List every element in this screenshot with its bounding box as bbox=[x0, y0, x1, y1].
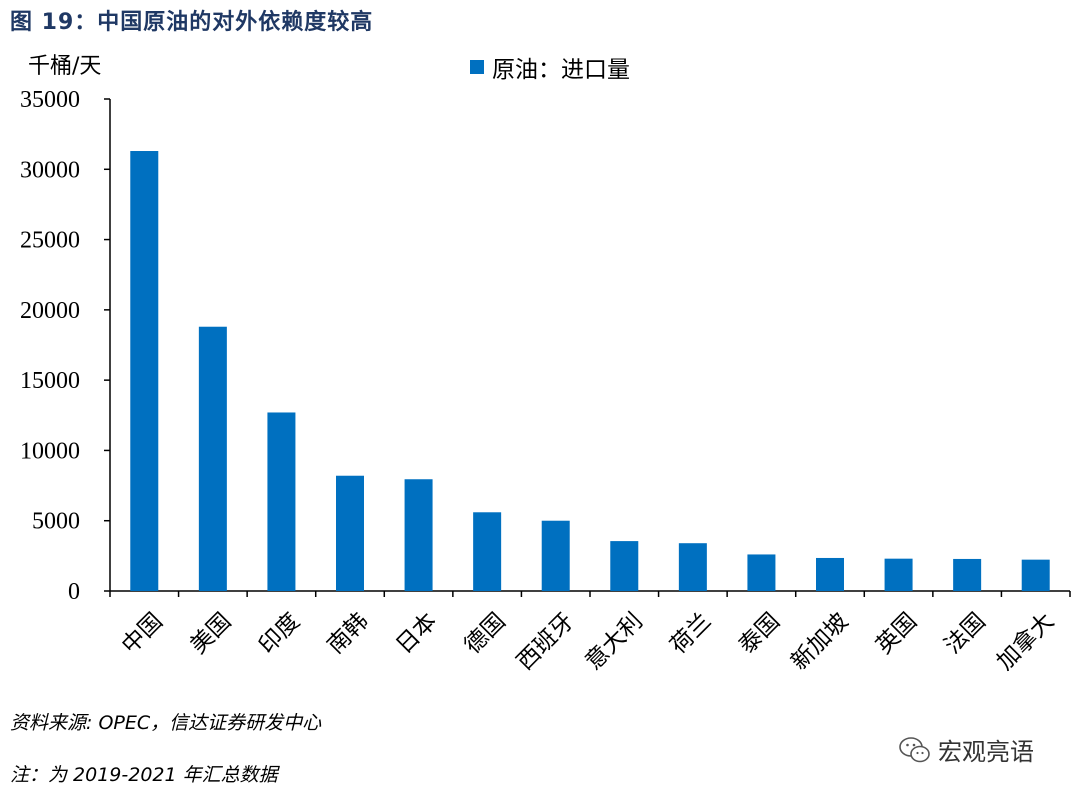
category-label: 新加坡 bbox=[786, 608, 853, 675]
category-label: 德国 bbox=[460, 608, 511, 659]
legend-swatch bbox=[470, 60, 484, 74]
watermark-text: 宏观亮语 bbox=[938, 738, 1034, 766]
category-label: 西班牙 bbox=[512, 608, 579, 675]
category-label: 加拿大 bbox=[991, 607, 1059, 675]
category-label: 法国 bbox=[940, 608, 991, 659]
figure-title: 图 19：中国原油的对外依赖度较高 bbox=[10, 10, 374, 35]
bar-7 bbox=[541, 520, 570, 591]
y-tick-label: 10000 bbox=[20, 438, 80, 464]
bar-5 bbox=[404, 479, 433, 591]
category-label: 美国 bbox=[186, 608, 237, 659]
bar-1 bbox=[130, 151, 159, 592]
chart-legend: 原油：进口量 bbox=[470, 50, 630, 84]
category-label: 荷兰 bbox=[666, 608, 717, 659]
watermark: 宏观亮语 bbox=[898, 732, 1034, 767]
category-label: 英国 bbox=[871, 608, 922, 659]
bar-13 bbox=[953, 558, 982, 591]
bar-4 bbox=[336, 475, 364, 591]
bar-14 bbox=[1021, 559, 1050, 591]
y-axis-unit-label: 千桶/天 bbox=[28, 54, 102, 79]
bar-2 bbox=[198, 326, 227, 591]
bar-3 bbox=[267, 412, 296, 591]
category-label: 南韩 bbox=[323, 608, 374, 659]
bar-8 bbox=[610, 541, 639, 591]
bar-10 bbox=[747, 554, 776, 591]
y-tick-label: 25000 bbox=[20, 228, 80, 254]
remark-note: 注：为 2019-2021 年汇总数据 bbox=[10, 764, 278, 786]
legend-label: 原油：进口量 bbox=[492, 57, 630, 83]
category-label: 日本 bbox=[391, 608, 442, 659]
y-tick-label: 5000 bbox=[32, 509, 80, 535]
y-tick-label: 0 bbox=[68, 579, 80, 605]
wechat-icon bbox=[899, 736, 930, 762]
y-tick-label: 20000 bbox=[20, 298, 80, 324]
y-tick-label: 30000 bbox=[20, 157, 80, 183]
bar-chart: 0 5000 10000 15000 20000 25000 30000 35000 中国 美国印… bbox=[20, 87, 1071, 675]
bar-9 bbox=[678, 543, 707, 591]
category-label: 泰国 bbox=[734, 608, 785, 659]
bar-12 bbox=[884, 558, 913, 591]
bar-6 bbox=[473, 512, 502, 591]
source-note: 资料来源: OPEC，信达证券研发中心 bbox=[10, 712, 322, 734]
category-label: 印度 bbox=[254, 608, 305, 659]
y-tick-label: 15000 bbox=[20, 368, 80, 394]
bar-11 bbox=[816, 557, 844, 591]
y-tick-label: 35000 bbox=[20, 87, 80, 113]
category-label: 中国 bbox=[117, 608, 168, 659]
category-label: 意大利 bbox=[581, 608, 648, 675]
